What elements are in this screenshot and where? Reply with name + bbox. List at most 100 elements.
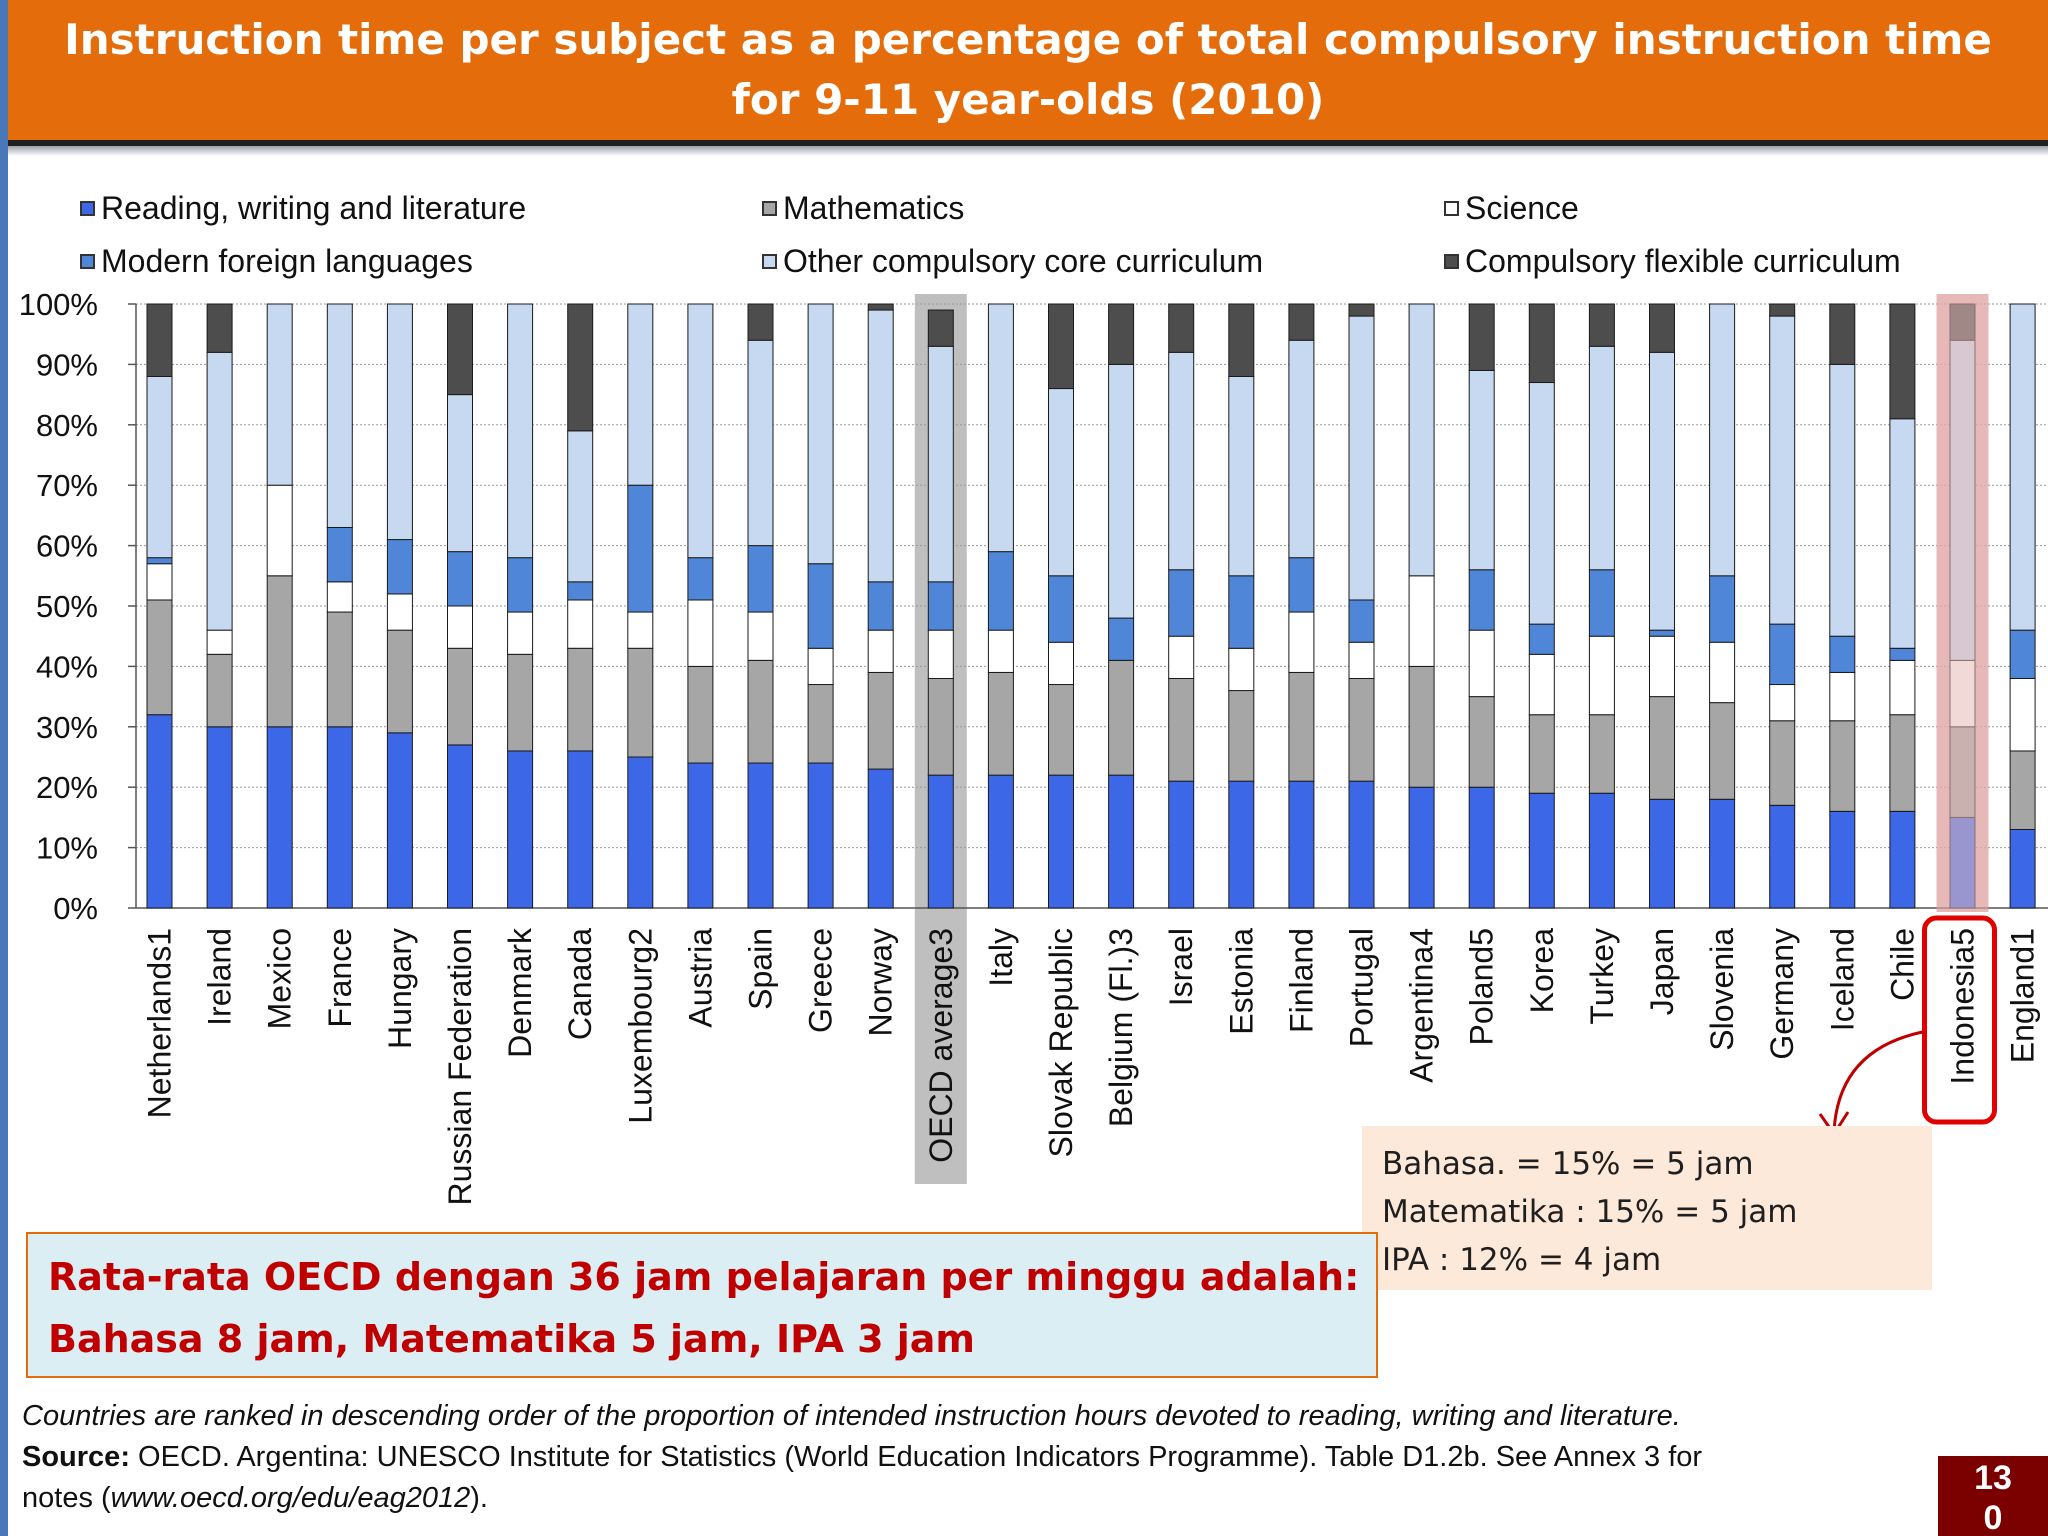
x-tick-label-portugal: Portugal	[1344, 928, 1380, 1047]
x-tick-label-belgium-fl-3: Belgium (Fl.)3	[1103, 928, 1139, 1127]
y-tick-label-10: 100%	[19, 287, 98, 322]
chart-title-line-2: for 9-11 year-olds (2010)	[731, 75, 1325, 124]
x-tick-label-spain: Spain	[743, 928, 779, 1010]
bar-poland5-reading	[1468, 786, 1495, 909]
x-tick-label-turkey: Turkey	[1584, 928, 1620, 1025]
bar-slovenia-reading	[1709, 798, 1736, 909]
bar-belgium-fl-3-languages	[1108, 617, 1135, 661]
indonesia-callout: Bahasa. = 15% = 5 jam Matematika : 15% =…	[1362, 1126, 1932, 1290]
bar-slovenia-science	[1709, 641, 1736, 704]
bar-estonia-science	[1228, 647, 1255, 692]
bar-russian-federation-reading	[447, 744, 473, 909]
x-tick-label-luxembourg2: Luxembourg2	[622, 928, 658, 1124]
legend-item-reading: Reading, writing and literature	[80, 190, 526, 227]
bar-france-languages	[326, 526, 353, 583]
bar-spain-mathematics	[747, 659, 774, 764]
bar-iceland-science	[1829, 671, 1856, 722]
x-tick-label-italy: Italy	[983, 928, 1019, 987]
title-bar: Instruction time per subject as a percen…	[8, 0, 2048, 146]
bar-spain-reading	[747, 762, 774, 909]
y-tick-label-4: 40%	[36, 649, 98, 684]
bar-luxembourg2-science	[627, 611, 654, 649]
legend-item-other-core: Other compulsory core curriculum	[762, 243, 1263, 280]
bar-spain-science	[747, 611, 774, 661]
footnote-notes: notes (www.oecd.org/edu/eag2012).	[22, 1478, 2002, 1519]
bar-france-mathematics	[326, 611, 353, 728]
bar-italy-science	[987, 629, 1014, 673]
notes-url: www.oecd.org/edu/eag2012	[110, 1482, 471, 1514]
bar-israel-mathematics	[1168, 677, 1195, 782]
x-tick-label-korea: Korea	[1524, 928, 1560, 1014]
bar-israel-science	[1168, 635, 1195, 679]
x-tick-label-england1: England1	[2005, 928, 2041, 1063]
bar-mexico-mathematics	[266, 575, 293, 728]
callout-line-matematika: Matematika : 15% = 5 jam	[1382, 1194, 1798, 1230]
footnote-source: Source: OECD. Argentina: UNESCO Institut…	[22, 1437, 2002, 1478]
bar-hungary-reading	[386, 732, 413, 909]
legend-label-languages: Modern foreign languages	[101, 243, 473, 279]
callout-line-ipa: IPA : 12% = 4 jam	[1382, 1242, 1662, 1278]
bar-finland-science	[1288, 611, 1315, 673]
bar-denmark-other_core	[507, 303, 534, 559]
legend-label-flexible: Compulsory flexible curriculum	[1465, 243, 1901, 279]
bar-denmark-science	[507, 611, 534, 655]
bar-poland5-languages	[1468, 569, 1495, 631]
y-tick-label-0: 0%	[53, 891, 98, 926]
bar-germany-flexible	[1769, 303, 1796, 317]
bar-austria-science	[687, 599, 714, 667]
x-tick-label-canada: Canada	[562, 928, 598, 1040]
bar-slovenia-mathematics	[1709, 702, 1736, 800]
page-number: 130	[1938, 1456, 2048, 1536]
bar-finland-flexible	[1288, 303, 1315, 341]
bar-norway-languages	[867, 581, 894, 631]
bar-germany-science	[1769, 684, 1796, 722]
bar-chile-other_core	[1889, 418, 1916, 649]
bar-ireland-mathematics	[206, 653, 233, 728]
bar-portugal-reading	[1348, 780, 1375, 909]
bar-norway-flexible	[867, 303, 894, 311]
bar-poland5-other_core	[1468, 369, 1495, 571]
bar-poland5-science	[1468, 629, 1495, 698]
bar-mexico-science	[266, 484, 293, 577]
summary-line-1: Rata-rata OECD dengan 36 jam pelajaran p…	[48, 1255, 1360, 1299]
legend-swatch-languages	[80, 254, 95, 269]
bar-russian-federation-languages	[447, 551, 473, 607]
y-tick-label-8: 80%	[36, 408, 98, 443]
title-shadow	[8, 146, 2048, 156]
bar-norway-reading	[867, 768, 894, 909]
bar-luxembourg2-reading	[627, 756, 654, 909]
bar-israel-reading	[1168, 780, 1195, 909]
bar-portugal-science	[1348, 641, 1375, 679]
legend-swatch-flexible	[1444, 254, 1459, 269]
y-tick-label-7: 70%	[36, 468, 98, 503]
bar-slovenia-languages	[1709, 575, 1736, 643]
legend-item-flexible: Compulsory flexible curriculum	[1444, 243, 1901, 280]
bar-hungary-languages	[386, 539, 413, 595]
bar-luxembourg2-languages	[627, 484, 654, 613]
bar-chile-languages	[1889, 647, 1916, 661]
bar-turkey-flexible	[1588, 303, 1615, 347]
bar-russian-federation-other_core	[447, 394, 473, 553]
y-tick-label-9: 90%	[36, 347, 98, 382]
bar-portugal-mathematics	[1348, 677, 1375, 782]
slide: Instruction time per subject as a percen…	[8, 0, 2048, 1536]
legend-swatch-mathematics	[762, 201, 777, 216]
bar-slovak-republic-reading	[1048, 774, 1074, 909]
footnote: Countries are ranked in descending order…	[22, 1396, 2002, 1519]
x-tick-label-oecd-average3: OECD average3	[923, 928, 959, 1163]
legend-label-other-core: Other compulsory core curriculum	[783, 243, 1264, 279]
bar-denmark-mathematics	[507, 653, 534, 752]
x-tick-label-argentina4: Argentina4	[1404, 928, 1440, 1083]
bar-oecd-average3-reading	[927, 774, 954, 909]
bar-england1-science	[2009, 677, 2036, 752]
bar-canada-science	[567, 599, 594, 649]
bar-portugal-flexible	[1348, 303, 1375, 317]
x-tick-label-mexico: Mexico	[262, 928, 298, 1029]
bar-greece-languages	[807, 563, 834, 649]
bar-belgium-fl-3-flexible	[1108, 303, 1135, 365]
bar-korea-flexible	[1528, 303, 1555, 384]
bar-chile-science	[1889, 659, 1916, 716]
bar-estonia-reading	[1228, 780, 1255, 909]
bar-finland-mathematics	[1288, 671, 1315, 782]
x-tick-label-indonesia5: Indonesia5	[1945, 928, 1981, 1085]
